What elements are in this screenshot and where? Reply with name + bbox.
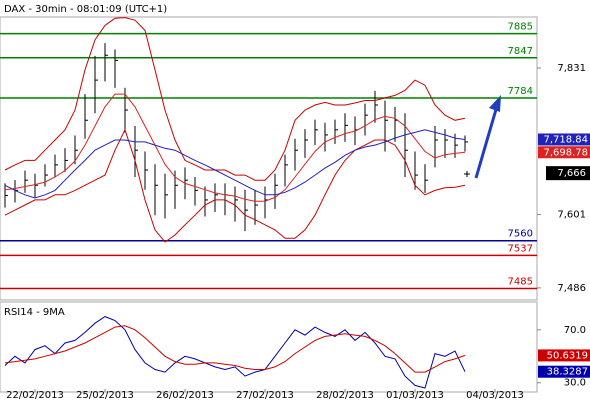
price-panel — [0, 16, 538, 301]
series-line — [4, 17, 466, 181]
y-tick-label: 70.0 — [564, 325, 586, 336]
series-line — [4, 128, 466, 243]
value-tag-box — [538, 146, 590, 159]
level-label: 7537 — [508, 243, 533, 254]
value-tag-box — [538, 349, 590, 362]
rsi-panel — [0, 301, 538, 393]
arrow-head — [489, 95, 501, 112]
x-tick-label: 26/02/2013 — [156, 390, 214, 400]
value-tag: 7,698.78 — [543, 147, 588, 158]
level-label: 7847 — [508, 46, 533, 57]
level-label: 7485 — [508, 277, 533, 288]
chart-title: DAX - 30min - 08:01:09 (UTC+1) — [4, 4, 167, 15]
series-line — [4, 316, 466, 389]
x-tick-label: 04/03/2013 — [466, 390, 524, 400]
cross-marker — [464, 171, 470, 177]
y-tick-label: 7,486 — [557, 283, 586, 294]
x-tick-label: 22/02/2013 — [6, 390, 64, 400]
last-price-box — [546, 166, 590, 181]
x-tick-label: 28/02/2013 — [316, 390, 374, 400]
y-tick-label: 30.0 — [564, 378, 586, 389]
series-line — [4, 93, 466, 202]
value-tag: 38.3287 — [547, 367, 588, 378]
y-tick-label: 7,831 — [557, 63, 586, 74]
x-tick-label: 01/03/2013 — [386, 390, 444, 400]
series-line — [4, 129, 466, 199]
plot-area — [0, 17, 537, 290]
level-label: 7885 — [508, 22, 533, 33]
last-price-label: 7,666 — [557, 168, 586, 179]
y-tick-label: 7,601 — [557, 210, 586, 221]
level-label: 7784 — [508, 86, 533, 97]
plot-area — [4, 316, 466, 389]
arrow — [474, 105, 499, 179]
x-tick-label: 25/02/2013 — [76, 390, 134, 400]
series-line — [4, 325, 466, 373]
value-tag-box — [538, 133, 590, 146]
value-tag: 50.6319 — [547, 350, 588, 361]
level-label: 7560 — [508, 229, 533, 240]
value-tag: 7,718.84 — [543, 134, 588, 145]
rsi-title: RSI14 - 9MA — [4, 307, 65, 318]
value-tag-box — [538, 365, 590, 378]
x-tick-label: 27/02/2013 — [236, 390, 294, 400]
